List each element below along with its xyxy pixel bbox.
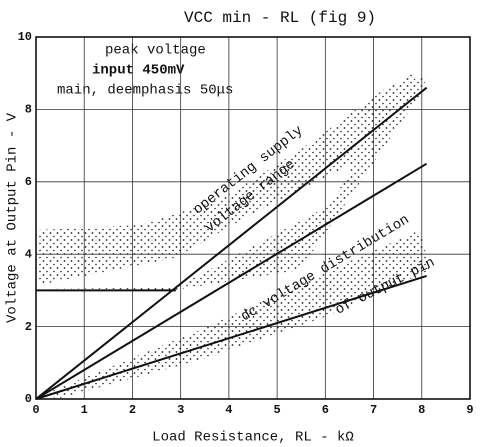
x-tick-label: 0	[32, 403, 39, 417]
x-tick-label: 7	[370, 403, 377, 417]
x-tick-label: 8	[418, 403, 425, 417]
series-line	[35, 274, 427, 400]
y-tick-label: 2	[25, 320, 32, 334]
annotation: peak voltage	[105, 43, 206, 59]
x-tick-label: 3	[177, 403, 184, 417]
series-line	[35, 162, 428, 400]
series-line	[35, 86, 428, 400]
x-tick-label: 5	[274, 403, 281, 417]
y-tick-label: 4	[25, 247, 32, 261]
annotation: main, deemphasis 50μs	[57, 83, 233, 99]
chart-title: VCC min - RL (fig 9)	[184, 9, 376, 27]
y-tick-label: 0	[25, 392, 32, 406]
stipple-supply	[38, 70, 430, 290]
y-tick-label: 8	[25, 103, 32, 117]
y-tick-label: 6	[25, 175, 32, 189]
stipple-distribution	[40, 230, 430, 398]
x-tick-label: 4	[225, 403, 232, 417]
x-tick-label: 1	[81, 403, 88, 417]
y-axis-label: Voltage at Output Pin - V	[5, 112, 21, 323]
x-axis-label: Load Resistance, RL - kΩ	[152, 430, 354, 446]
plot-frame	[35, 36, 471, 400]
x-tick-label: 2	[129, 403, 136, 417]
y-tick-label: 10	[18, 30, 32, 44]
x-tick-label: 6	[322, 403, 329, 417]
x-tick-label: 9	[466, 403, 473, 417]
annotation: input 450mV	[92, 63, 185, 79]
